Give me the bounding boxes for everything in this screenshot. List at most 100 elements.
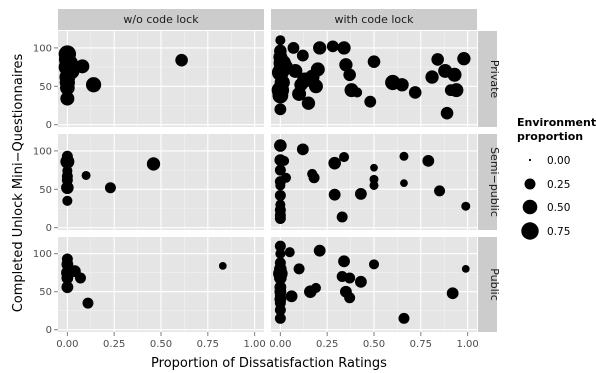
- data-point: [310, 62, 325, 77]
- data-point: [457, 51, 471, 66]
- data-point: [337, 41, 351, 55]
- legend-key-label: 0.75: [547, 226, 570, 238]
- y-tick-label: 50: [39, 82, 52, 93]
- y-tick-label: 50: [39, 287, 52, 298]
- data-point: [62, 195, 73, 206]
- panel-points: [273, 240, 470, 324]
- legend: Environment proportion 0.00 0.25 0.50 0.75: [517, 116, 596, 242]
- x-tick-label: 0.00: [269, 339, 291, 350]
- legend-key-label: 0.25: [547, 179, 570, 191]
- legend-key-point: [528, 158, 532, 162]
- legend-key-point: [522, 199, 538, 215]
- data-point: [82, 297, 94, 309]
- data-point: [326, 40, 339, 53]
- y-tick-label: 0: [46, 223, 52, 234]
- x-tick-label: 0.75: [197, 339, 219, 350]
- data-point: [272, 87, 289, 104]
- data-point: [274, 139, 287, 152]
- data-point: [275, 248, 286, 259]
- x-tick-label: 0.50: [150, 339, 172, 350]
- y-tick-label: 50: [39, 185, 52, 196]
- data-point: [369, 180, 379, 190]
- panel: [58, 134, 264, 230]
- data-point: [284, 247, 295, 258]
- facet-strips: w/o code lock with code lock Private Semi−p…: [58, 9, 501, 332]
- data-point: [370, 163, 378, 172]
- data-point: [425, 70, 439, 84]
- data-point: [274, 103, 287, 116]
- data-point: [364, 95, 377, 108]
- data-point: [175, 53, 188, 67]
- x-axis-title: Proportion of Dissatisfaction Ratings: [151, 356, 387, 371]
- data-point: [61, 281, 74, 294]
- legend-key-point: [521, 222, 539, 240]
- data-point: [104, 182, 116, 194]
- x-tick-label: 1.00: [244, 339, 266, 350]
- data-point: [352, 87, 363, 98]
- data-point: [61, 272, 74, 284]
- data-point: [75, 59, 90, 74]
- data-point: [338, 255, 350, 268]
- data-point: [274, 164, 286, 176]
- data-point: [296, 143, 309, 156]
- data-point: [400, 179, 408, 188]
- data-point: [367, 55, 381, 69]
- data-point: [275, 180, 286, 191]
- data-point: [399, 151, 409, 161]
- data-point: [60, 154, 75, 169]
- data-point: [344, 292, 356, 304]
- data-point: [85, 77, 102, 93]
- data-point: [274, 271, 287, 285]
- data-point: [431, 53, 444, 66]
- data-point: [313, 244, 326, 257]
- legend-title-line1: Environment: [517, 116, 596, 129]
- data-point: [336, 211, 348, 223]
- data-point: [293, 263, 305, 275]
- legend-title-line2: proportion: [517, 130, 583, 143]
- data-point: [395, 78, 409, 92]
- y-tick-label: 100: [33, 249, 52, 260]
- x-tick-label: 0.25: [316, 339, 338, 350]
- data-point: [339, 152, 350, 163]
- x-tick-label: 0.25: [103, 339, 125, 350]
- row-strip: [478, 134, 497, 230]
- data-point: [354, 275, 367, 288]
- data-point: [434, 185, 446, 197]
- y-tick-label: 0: [46, 120, 52, 131]
- column-strip: [271, 9, 477, 30]
- row-strip-label: Public: [488, 268, 501, 301]
- x-tick-label: 1.00: [457, 339, 479, 350]
- data-point: [146, 157, 161, 171]
- data-point: [274, 189, 286, 201]
- legend-key-label: 0.50: [547, 202, 570, 214]
- panel-points: [274, 139, 471, 224]
- column-strip: [58, 9, 264, 30]
- data-point: [440, 106, 454, 120]
- y-axis-title: Completed Unlock Mini−Questionnaires: [11, 54, 26, 313]
- data-point: [74, 272, 86, 284]
- data-point: [343, 68, 356, 82]
- row-strip: [478, 31, 497, 127]
- y-tick-label: 0: [46, 325, 52, 336]
- data-point: [449, 83, 464, 98]
- data-point: [447, 67, 462, 82]
- panel-points: [58, 45, 188, 106]
- data-point: [274, 312, 286, 324]
- legend-key-point: [524, 178, 536, 190]
- column-strip-label: w/o code lock: [123, 13, 199, 26]
- x-tick-label: 0.75: [410, 339, 432, 350]
- row-strip-label: Private: [488, 60, 501, 99]
- data-point: [398, 312, 410, 324]
- panel: [271, 237, 477, 332]
- column-strip-label: with code lock: [334, 13, 414, 26]
- data-point: [287, 41, 300, 54]
- data-point: [310, 282, 321, 293]
- data-point: [408, 86, 422, 99]
- data-point: [308, 172, 320, 184]
- data-point: [274, 304, 286, 316]
- data-point: [280, 172, 292, 183]
- panel: [58, 237, 264, 332]
- data-point: [285, 290, 298, 303]
- data-point: [328, 156, 341, 170]
